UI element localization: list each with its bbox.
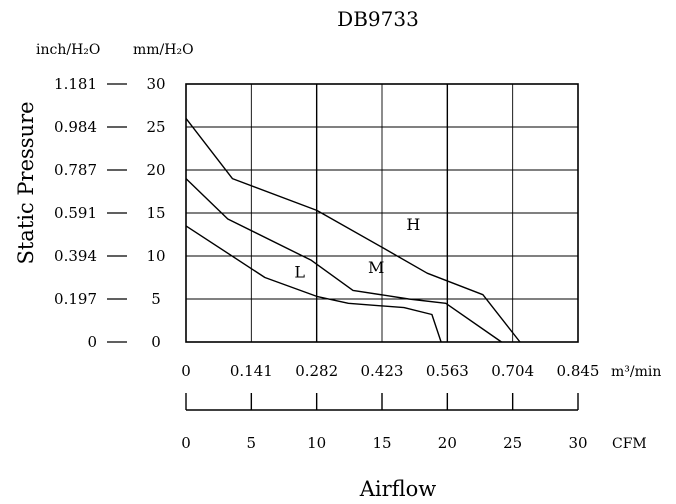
y-unit-mm: mm/H₂O — [133, 42, 194, 58]
x-tick-label-m3: 0.282 — [295, 362, 338, 380]
x-tick-label-cfm: 20 — [438, 434, 457, 452]
y-unit-inch: inch/H₂O — [36, 42, 100, 58]
x-tick-label-m3: 0.563 — [426, 362, 469, 380]
y-tick-label-inch: 0.787 — [54, 161, 97, 179]
x-tick-label-cfm: 5 — [247, 434, 257, 452]
chart-title: DB9733 — [337, 7, 419, 31]
curve-label-M: M — [368, 258, 384, 277]
y-tick-label-mm: 10 — [146, 247, 165, 265]
x-tick-label-m3: 0 — [181, 362, 191, 380]
x-tick-label-cfm: 25 — [503, 434, 522, 452]
y-axis-title: Static Pressure — [14, 101, 38, 264]
x-tick-label-cfm: 0 — [181, 434, 191, 452]
y-tick-label-inch: 0.591 — [54, 204, 97, 222]
y-tick-label-inch: 0.197 — [54, 290, 97, 308]
x-axis-title: Airflow — [359, 477, 437, 501]
y-tick-label-inch: 0.984 — [54, 118, 97, 136]
y-tick-label-mm: 15 — [146, 204, 165, 222]
y-tick-label-mm: 30 — [146, 75, 165, 93]
curve-L — [185, 225, 442, 343]
x-tick-label-cfm: 30 — [568, 434, 587, 452]
x-tick-label-m3: 0.845 — [557, 362, 600, 380]
y-tick-label-mm: 25 — [146, 118, 165, 136]
x-unit-m3: m³/min — [611, 364, 661, 380]
curve-H — [185, 117, 521, 343]
x-tick-label-m3: 0.423 — [361, 362, 404, 380]
curve-label-L: L — [294, 263, 305, 282]
curve-M — [185, 178, 502, 343]
x-tick-label-m3: 0.141 — [230, 362, 273, 380]
y-tick-label-inch: 0 — [87, 333, 97, 351]
y-tick-label-inch: 0.394 — [54, 247, 97, 265]
y-tick-label-mm: 5 — [151, 290, 161, 308]
plot-area: 0 0 0.197 5 0.394 10 0.591 15 0.787 20 0.984 25 1.18… — [54, 75, 599, 452]
x-unit-cfm: CFM — [612, 436, 647, 452]
x-tick-label-cfm: 15 — [372, 434, 391, 452]
x-tick-label-cfm: 10 — [307, 434, 326, 452]
y-tick-label-mm: 0 — [151, 333, 161, 351]
y-tick-label-inch: 1.181 — [54, 75, 97, 93]
x-tick-label-m3: 0.704 — [491, 362, 534, 380]
curve-label-H: H — [406, 215, 420, 234]
y-tick-label-mm: 20 — [146, 161, 165, 179]
